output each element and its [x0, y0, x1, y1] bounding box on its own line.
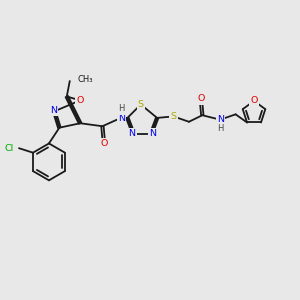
Text: O: O [100, 139, 108, 148]
Text: O: O [197, 94, 205, 103]
Text: Cl: Cl [4, 144, 14, 153]
Text: O: O [250, 97, 258, 106]
Text: N: N [50, 106, 57, 115]
Text: H: H [218, 124, 224, 133]
Text: CH₃: CH₃ [77, 75, 93, 84]
Text: S: S [170, 112, 176, 121]
Text: N: N [149, 129, 156, 138]
Text: O: O [76, 96, 84, 105]
Text: N: N [217, 115, 224, 124]
Text: N: N [118, 114, 125, 123]
Text: H: H [118, 104, 125, 113]
Text: S: S [138, 100, 144, 109]
Text: N: N [128, 129, 135, 138]
